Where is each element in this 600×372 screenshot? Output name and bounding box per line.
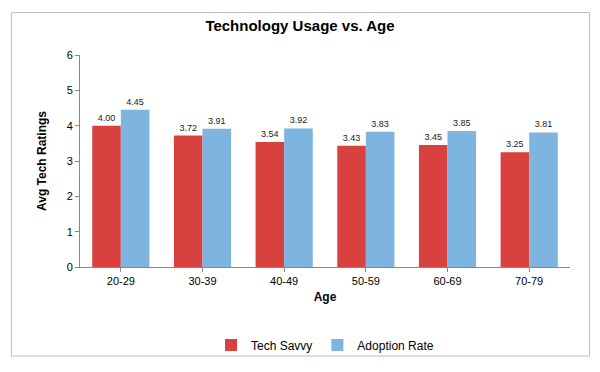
- svg-text:3.92: 3.92: [290, 115, 308, 125]
- svg-text:Tech Savvy: Tech Savvy: [251, 339, 312, 353]
- svg-text:4.45: 4.45: [126, 97, 144, 107]
- svg-text:3: 3: [67, 155, 73, 167]
- svg-text:5: 5: [67, 84, 73, 96]
- svg-text:2: 2: [67, 190, 73, 202]
- svg-text:4.00: 4.00: [98, 113, 116, 123]
- svg-text:Avg Tech Ratings: Avg Tech Ratings: [35, 111, 49, 211]
- svg-text:50-59: 50-59: [352, 275, 380, 287]
- svg-text:3.81: 3.81: [535, 119, 553, 129]
- svg-text:4: 4: [67, 120, 73, 132]
- svg-text:0: 0: [67, 261, 73, 273]
- svg-text:30-39: 30-39: [188, 275, 216, 287]
- svg-text:3.91: 3.91: [208, 116, 226, 126]
- svg-text:3.25: 3.25: [506, 139, 524, 149]
- svg-text:1: 1: [67, 226, 73, 238]
- svg-text:Adoption Rate: Adoption Rate: [357, 339, 433, 353]
- svg-text:3.43: 3.43: [343, 133, 361, 143]
- svg-text:70-79: 70-79: [515, 275, 543, 287]
- svg-text:3.85: 3.85: [453, 118, 471, 128]
- svg-text:3.83: 3.83: [371, 119, 389, 129]
- svg-text:6: 6: [67, 49, 73, 61]
- svg-text:40-49: 40-49: [270, 275, 298, 287]
- svg-text:20-29: 20-29: [107, 275, 135, 287]
- svg-text:3.45: 3.45: [424, 132, 442, 142]
- svg-text:60-69: 60-69: [433, 275, 461, 287]
- svg-text:3.72: 3.72: [179, 123, 197, 133]
- svg-text:Age: Age: [314, 290, 337, 304]
- svg-text:Technology Usage vs. Age: Technology Usage vs. Age: [205, 17, 394, 34]
- svg-text:3.54: 3.54: [261, 129, 279, 139]
